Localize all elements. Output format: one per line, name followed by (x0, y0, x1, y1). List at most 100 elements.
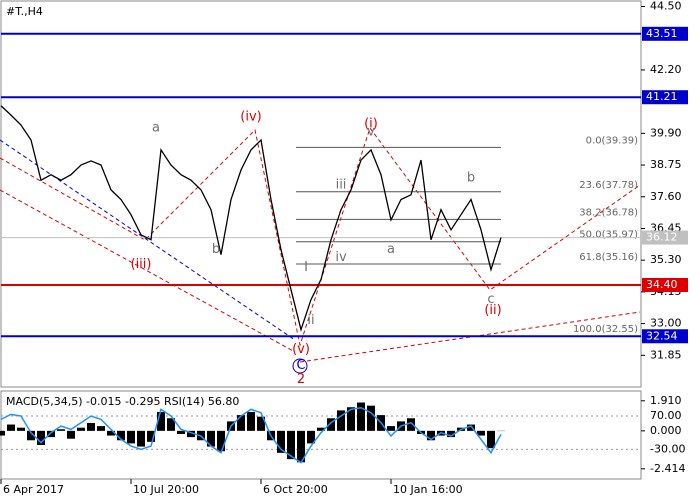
x-tick-label: 10 Jul 20:00 (133, 483, 199, 496)
macd-bar (277, 430, 285, 453)
level-box (642, 329, 688, 344)
wave-label: a (152, 121, 160, 136)
macd-bar (287, 430, 295, 460)
wave-label: (v) (292, 342, 310, 357)
wave-label: I (304, 260, 308, 275)
wave-label: C (296, 358, 305, 373)
fib-label: 61.8(35.16) (579, 252, 638, 263)
y-tick-label: 37.60 (650, 190, 682, 203)
wave-label: c (487, 292, 494, 307)
wave-label: iii (336, 177, 347, 192)
macd-bar (87, 422, 95, 431)
level-box (642, 26, 688, 41)
wave-label: (iii) (131, 257, 152, 272)
macd-bar (487, 430, 495, 449)
macd-bar (357, 402, 365, 431)
macd-bar (467, 424, 475, 431)
macd-bar (37, 430, 45, 445)
level-label: 34.40 (646, 278, 678, 291)
macd-bar (327, 418, 335, 431)
wave-line (0, 126, 641, 347)
macd-bar (337, 410, 345, 431)
macd-bar (317, 427, 325, 431)
macd-bar (17, 427, 25, 431)
indicator-y-tick-label: 1.910 (650, 394, 682, 407)
rsi-line (0, 406, 502, 464)
level-label: 32.54 (646, 329, 678, 342)
wave-label: b (467, 171, 475, 186)
chart-title: #T.,H4 (6, 5, 43, 18)
indicator-y-tick-label: 0.000 (650, 424, 682, 437)
indicator-y-tick-label: -2.414 (650, 462, 685, 475)
macd-bar (297, 430, 305, 463)
wave-label: 2 (297, 372, 305, 387)
macd-bar (157, 411, 165, 431)
fib-label: 50.0(35.97) (579, 230, 638, 241)
wave-label: (i) (364, 116, 378, 131)
macd-bar (477, 430, 485, 436)
macd-bar (57, 429, 65, 431)
macd-bar (27, 430, 35, 441)
macd-bar (127, 430, 135, 444)
x-tick-label: 6 Oct 20:00 (263, 483, 328, 496)
main-pane-frame (0, 0, 642, 388)
macd-bar (367, 405, 375, 431)
x-tick-label: 6 Apr 2017 (3, 483, 64, 496)
fib-label: 100.0(32.55) (573, 324, 638, 335)
wave-label: a (387, 242, 395, 257)
macd-bar (167, 418, 175, 431)
macd-bar (447, 430, 455, 438)
fib-label: 0.0(39.39) (586, 135, 638, 146)
level-label: 43.51 (646, 27, 678, 40)
x-tick-label: 10 Jan 16:00 (393, 483, 463, 496)
macd-bar (407, 418, 415, 431)
wave-label: v (367, 124, 375, 139)
macd-bar (147, 430, 155, 442)
macd-bar (107, 430, 115, 436)
macd-bar (117, 430, 125, 441)
level-label: 36.12 (646, 231, 678, 244)
y-tick-label: 33.00 (650, 317, 682, 330)
macd-bar (7, 424, 15, 431)
wave-label: b (212, 242, 220, 257)
wave-label: (iv) (240, 110, 261, 125)
indicator-y2-tick-label: -30.00 (650, 442, 685, 455)
wave-circle (292, 358, 308, 374)
level-box (642, 277, 688, 292)
y-tick-label: 42.20 (650, 63, 682, 76)
macd-bar (67, 430, 75, 439)
macd-bar (237, 415, 245, 431)
price-line (0, 105, 502, 332)
fib-label: 38.2(36.78) (579, 207, 638, 218)
y-tick-label: 44.50 (650, 0, 682, 13)
macd-bar (97, 426, 105, 431)
macd-bar (47, 430, 55, 438)
level-box (642, 230, 688, 245)
wave-label: iv (335, 250, 347, 265)
level-box (642, 90, 688, 105)
macd-bar (347, 407, 355, 431)
macd-bar (207, 430, 215, 447)
wave-line (0, 189, 296, 353)
macd-bar (307, 430, 315, 444)
macd-bar (137, 430, 145, 447)
y-tick-label: 35.30 (650, 253, 682, 266)
macd-bar (427, 430, 435, 441)
macd-bar (247, 411, 255, 431)
macd-bar (187, 430, 195, 438)
wave-label: ii (307, 313, 314, 328)
macd-bar (257, 416, 265, 431)
fib-label: 23.6(37.78) (579, 180, 638, 191)
macd-bar (177, 430, 185, 434)
macd-bar (77, 427, 85, 431)
indicator-title: MACD(5,34,5) -0.015 -0.295 RSI(14) 56.80 (6, 395, 239, 408)
y-tick-label: 39.90 (650, 126, 682, 139)
y-tick-label: 38.75 (650, 158, 682, 171)
y-tick-label: 31.85 (650, 348, 682, 361)
indicator-y2-tick-label: 70.00 (650, 409, 682, 422)
level-label: 41.21 (646, 90, 678, 103)
wave-line (0, 139, 296, 341)
wave-label: (ii) (484, 303, 501, 318)
macd-bar (217, 430, 225, 452)
